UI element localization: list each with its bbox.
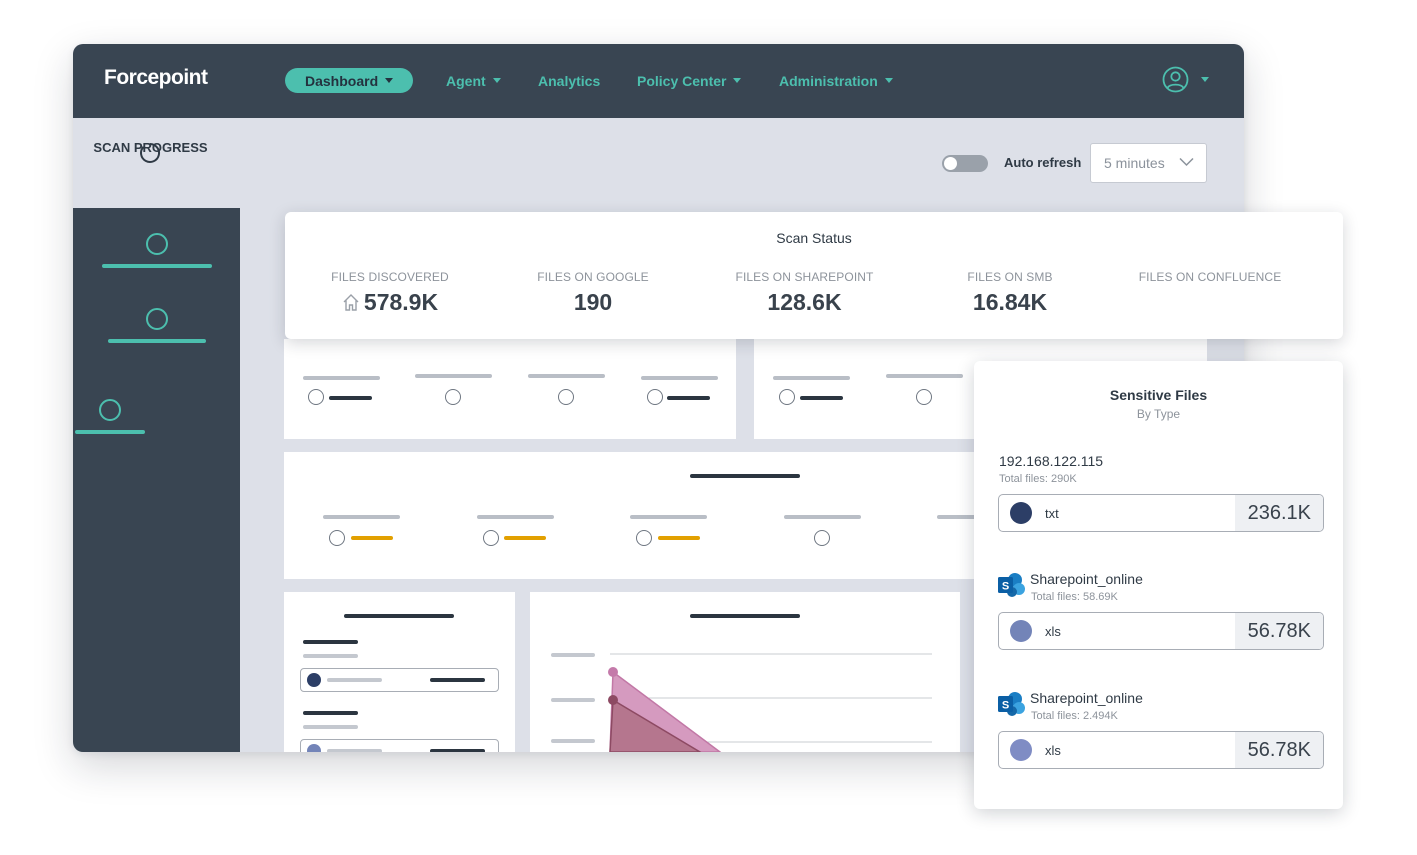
metric-label: FILES ON SMB <box>967 270 1053 284</box>
file-type-dot <box>1010 620 1032 642</box>
toggle-knob <box>944 157 957 170</box>
sharepoint-icon: S <box>998 692 1025 716</box>
chevron-down-icon <box>1179 157 1194 167</box>
sensitive-files-card: Sensitive Files By Type 192.168.122.115 … <box>974 361 1343 809</box>
metric-files-on-smb[interactable]: FILES ON SMB 16.84K <box>952 270 1068 316</box>
sidebar-item-3[interactable] <box>99 399 121 421</box>
group-name: Sharepoint_online <box>1030 571 1143 587</box>
sidebar-item-2[interactable] <box>146 308 168 330</box>
metric-label: FILES ON CONFLUENCE <box>1138 270 1282 284</box>
nav-administration[interactable]: Administration <box>779 68 893 93</box>
file-type-row[interactable]: xls 56.78K <box>998 731 1324 769</box>
file-count: 236.1K <box>1235 495 1323 531</box>
metric-files-on-sharepoint[interactable]: FILES ON SHAREPOINT 128.6K <box>727 270 882 316</box>
chevron-down-icon <box>884 78 893 83</box>
nav-analytics[interactable]: Analytics <box>538 68 600 93</box>
group-name: 192.168.122.115 <box>999 453 1104 469</box>
sidebar <box>73 208 240 752</box>
nav-policy-center[interactable]: Policy Center <box>637 68 742 93</box>
nav-agent[interactable]: Agent <box>446 68 501 93</box>
refresh-interval-select[interactable]: 5 minutes <box>1090 143 1207 183</box>
file-type-label: xls <box>1045 624 1061 639</box>
sidebar-item-1-bar <box>102 264 212 268</box>
sidebar-item-1[interactable] <box>146 233 168 255</box>
svg-text:S: S <box>1002 700 1009 712</box>
auto-refresh-toggle[interactable] <box>942 155 988 172</box>
metric-value: 16.84K <box>972 289 1048 315</box>
placeholder-widget <box>284 339 736 439</box>
placeholder-widget <box>284 592 515 752</box>
group-total: Total files: 2.494K <box>1031 710 1118 722</box>
home-icon <box>343 294 359 311</box>
chevron-down-icon <box>1201 77 1209 82</box>
file-type-label: txt <box>1045 506 1059 521</box>
file-count: 56.78K <box>1235 732 1323 768</box>
scan-status-title: Scan Status <box>776 230 852 246</box>
nav-agent-label: Agent <box>446 72 486 89</box>
file-type-label: xls <box>1045 743 1061 758</box>
group-name: Sharepoint_online <box>1030 690 1143 706</box>
metric-label: FILES ON SHAREPOINT <box>735 270 874 284</box>
chevron-down-icon <box>733 78 742 83</box>
nav-dashboard-label: Dashboard <box>305 72 379 89</box>
sensitive-files-title: Sensitive Files <box>1109 387 1208 403</box>
metric-files-on-confluence[interactable]: FILES ON CONFLUENCE <box>1136 270 1284 289</box>
refresh-interval-value: 5 minutes <box>1104 155 1165 171</box>
sidebar-item-3-bar <box>75 430 145 434</box>
metric-value: 190 <box>573 289 613 315</box>
sensitive-files-subtitle: By Type <box>1136 407 1181 421</box>
nav-policy-center-label: Policy Center <box>637 72 727 89</box>
file-type-row[interactable]: xls 56.78K <box>998 612 1324 650</box>
file-type-dot <box>1010 502 1032 524</box>
sharepoint-icon: S <box>998 573 1025 597</box>
metric-files-on-google[interactable]: FILES ON GOOGLE 190 <box>537 270 649 316</box>
svg-text:S: S <box>1002 581 1009 593</box>
nav-analytics-label: Analytics <box>538 72 601 89</box>
user-avatar-icon <box>1162 66 1189 93</box>
file-count: 56.78K <box>1235 613 1323 649</box>
metric-label: FILES ON GOOGLE <box>537 270 649 284</box>
user-menu[interactable] <box>1162 66 1209 93</box>
sidebar-item-2-bar <box>108 339 206 343</box>
metric-value: 578.9K <box>363 289 439 315</box>
file-type-row[interactable]: txt 236.1K <box>998 494 1324 532</box>
area-chart-placeholder <box>608 653 932 752</box>
scan-status-card: Scan Status FILES DISCOVERED 578.9K FILE… <box>285 212 1343 339</box>
placeholder-chart-widget <box>530 592 960 752</box>
metric-files-discovered[interactable]: FILES DISCOVERED 578.9K <box>330 270 450 316</box>
group-total: Total files: 58.69K <box>1031 591 1118 603</box>
nav-dashboard[interactable]: Dashboard <box>285 68 414 93</box>
chevron-down-icon <box>492 78 501 83</box>
metric-label: FILES DISCOVERED <box>331 270 449 284</box>
metric-value: 128.6K <box>767 289 842 315</box>
scan-progress-icon <box>140 143 161 163</box>
brand-logo[interactable]: Forcepoint <box>104 66 208 89</box>
top-navigation-bar: Forcepoint Dashboard Agent Analytics Pol… <box>73 44 1244 118</box>
auto-refresh-label: Auto refresh <box>1004 155 1082 170</box>
chevron-down-icon <box>385 78 394 83</box>
file-type-dot <box>1010 739 1032 761</box>
scan-progress-label[interactable]: SCAN PROGRESS <box>93 140 208 155</box>
nav-administration-label: Administration <box>779 72 878 89</box>
group-total: Total files: 290K <box>999 473 1077 485</box>
